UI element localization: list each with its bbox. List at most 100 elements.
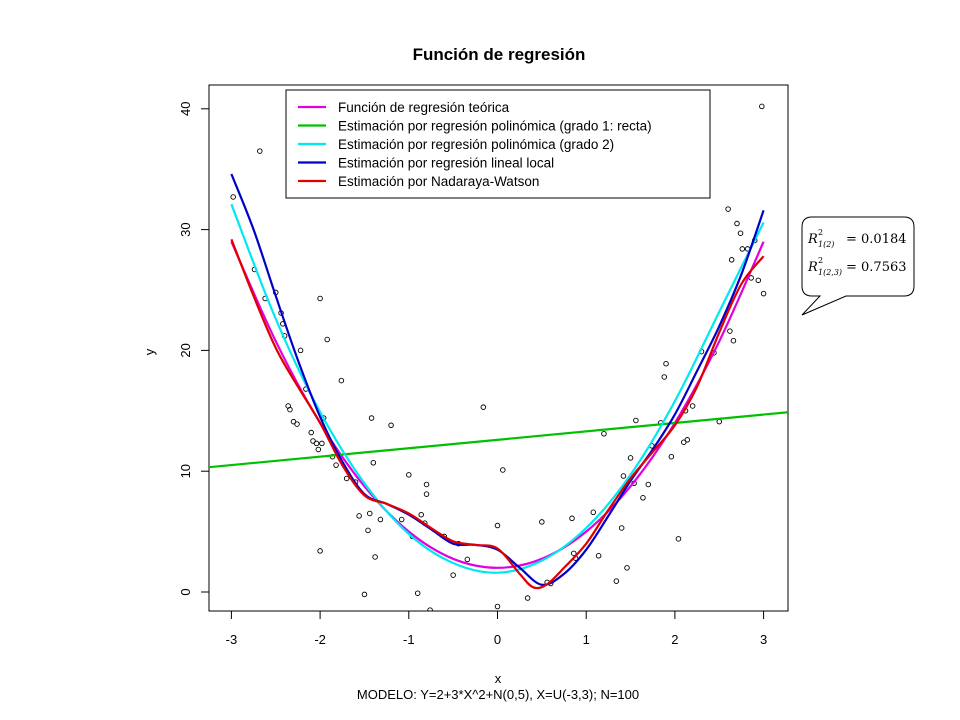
data-point xyxy=(760,290,767,297)
data-point xyxy=(494,603,501,610)
y-tick-label: 20 xyxy=(178,343,193,357)
chart-title: Función de regresión xyxy=(413,45,586,64)
data-point xyxy=(618,525,625,531)
y-tick-label: 10 xyxy=(178,464,193,478)
data-point xyxy=(294,421,300,427)
data-point xyxy=(684,437,691,443)
x-axis-label: x xyxy=(495,671,502,686)
data-point xyxy=(620,473,627,479)
data-point xyxy=(414,590,421,596)
data-point xyxy=(661,374,668,380)
r-superscript: 2 xyxy=(818,256,823,265)
data-point xyxy=(645,481,652,488)
y-tick-label: 40 xyxy=(178,102,193,116)
data-point xyxy=(668,453,675,460)
data-point xyxy=(755,277,762,284)
data-point xyxy=(365,527,371,534)
callout-bubble xyxy=(801,216,915,316)
legend-entry: Estimación por regresión lineal local xyxy=(338,156,554,171)
data-point xyxy=(734,220,740,227)
data-point xyxy=(640,495,646,501)
data-point xyxy=(524,595,531,601)
r-subscript: 1(2) xyxy=(818,240,834,249)
data-point xyxy=(319,440,325,447)
data-point xyxy=(372,554,378,560)
legend-entry: Estimación por Nadaraya-Watson xyxy=(338,174,539,189)
y-tick-label: 30 xyxy=(178,222,193,236)
legend-entry: Estimación por regresión polinómica (gra… xyxy=(338,119,652,134)
theoretical-curve xyxy=(230,241,765,569)
data-point xyxy=(627,455,634,461)
data-point xyxy=(367,510,373,517)
data-point xyxy=(725,206,731,212)
quadratic-fit-curve xyxy=(230,203,765,574)
r-squared-line: R 2 1(2,3) = 0.7563 xyxy=(807,256,907,277)
data-point xyxy=(633,417,639,424)
x-tick-label: -1 xyxy=(403,632,415,647)
r-superscript: 2 xyxy=(818,228,823,237)
data-point xyxy=(423,481,430,488)
y-axis: 0 10 20 30 40 xyxy=(178,102,209,596)
data-point xyxy=(571,550,577,557)
data-point xyxy=(230,194,236,200)
legend: Función de regresión teórica Estimación p… xyxy=(285,89,711,199)
data-point xyxy=(324,336,330,343)
r-symbol: R xyxy=(807,260,818,275)
data-point xyxy=(361,591,368,598)
data-point xyxy=(494,522,501,529)
nadaraya-watson-curve xyxy=(230,238,765,590)
data-point xyxy=(500,467,506,473)
data-point xyxy=(313,440,320,447)
data-point xyxy=(737,230,744,236)
data-point xyxy=(257,148,263,154)
data-point xyxy=(464,556,471,563)
model-subtitle: MODELO: Y=2+3*X^2+N(0,5), X=U(-3,3); N=1… xyxy=(357,687,639,702)
data-point xyxy=(728,257,735,263)
linear-fit-line xyxy=(209,411,788,469)
data-point xyxy=(727,328,733,334)
data-point xyxy=(287,406,293,413)
x-tick-label: -2 xyxy=(314,632,326,647)
data-point xyxy=(317,548,323,554)
data-point xyxy=(297,347,304,354)
data-point xyxy=(338,377,345,384)
data-point xyxy=(689,403,696,409)
data-point xyxy=(427,607,433,611)
r-squared-line: R 2 1(2) = 0.0184 xyxy=(807,228,907,249)
data-point xyxy=(423,491,430,497)
x-tick-label: -3 xyxy=(226,632,238,647)
r-value: = 0.0184 xyxy=(846,232,907,247)
r-subscript: 1(2,3) xyxy=(818,268,842,277)
r-symbol: R xyxy=(807,232,818,247)
data-point xyxy=(388,422,394,429)
legend-entry: Estimación por regresión polinómica (gra… xyxy=(338,137,614,152)
data-point xyxy=(368,415,375,421)
data-point xyxy=(333,462,339,468)
data-point xyxy=(595,553,602,559)
data-point xyxy=(308,429,314,436)
data-point xyxy=(398,516,405,523)
data-point xyxy=(675,536,682,542)
x-tick-label: 1 xyxy=(583,632,590,647)
data-point xyxy=(730,337,737,344)
data-point xyxy=(450,572,456,578)
y-tick-label: 0 xyxy=(178,588,193,595)
data-point xyxy=(716,418,723,425)
data-point xyxy=(370,459,377,466)
x-tick-label: 2 xyxy=(671,632,678,647)
data-point xyxy=(480,404,487,410)
x-tick-label: 0 xyxy=(494,632,501,647)
x-tick-label: 3 xyxy=(760,632,767,647)
data-point xyxy=(377,516,384,523)
data-point xyxy=(539,519,545,525)
data-point xyxy=(613,578,620,584)
data-point xyxy=(624,565,630,571)
data-point xyxy=(406,472,412,478)
data-point xyxy=(569,515,575,522)
r-value: = 0.7563 xyxy=(846,260,907,275)
data-point xyxy=(590,509,597,516)
legend-box xyxy=(285,89,711,199)
data-point xyxy=(759,103,765,110)
data-point xyxy=(343,475,350,482)
